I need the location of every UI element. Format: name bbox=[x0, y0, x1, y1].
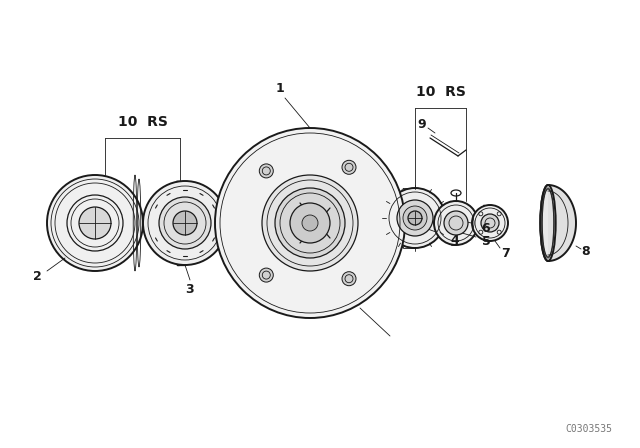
Circle shape bbox=[259, 164, 273, 178]
Circle shape bbox=[79, 207, 111, 239]
Text: 5: 5 bbox=[482, 234, 490, 247]
Circle shape bbox=[215, 128, 405, 318]
Circle shape bbox=[275, 188, 345, 258]
Circle shape bbox=[173, 211, 197, 235]
Text: 8: 8 bbox=[582, 245, 590, 258]
Circle shape bbox=[342, 160, 356, 174]
PathPatch shape bbox=[548, 185, 576, 261]
Circle shape bbox=[434, 201, 478, 245]
Circle shape bbox=[259, 268, 273, 282]
Text: 2: 2 bbox=[33, 270, 42, 283]
Text: 10  RS: 10 RS bbox=[118, 115, 168, 129]
Circle shape bbox=[472, 205, 508, 241]
Circle shape bbox=[302, 215, 318, 231]
Circle shape bbox=[385, 188, 445, 248]
Circle shape bbox=[290, 203, 330, 243]
Circle shape bbox=[262, 175, 358, 271]
Text: 4: 4 bbox=[451, 233, 460, 246]
Circle shape bbox=[342, 271, 356, 286]
Circle shape bbox=[159, 197, 211, 249]
Ellipse shape bbox=[273, 171, 287, 275]
Text: 9: 9 bbox=[418, 117, 426, 130]
Text: 10  RS: 10 RS bbox=[415, 85, 465, 99]
Circle shape bbox=[481, 214, 499, 232]
Text: 3: 3 bbox=[186, 283, 195, 296]
Text: 7: 7 bbox=[500, 246, 509, 259]
Text: 6: 6 bbox=[482, 221, 490, 234]
Ellipse shape bbox=[331, 191, 339, 255]
Circle shape bbox=[444, 211, 468, 235]
Circle shape bbox=[143, 181, 227, 265]
Text: C0303535: C0303535 bbox=[565, 424, 612, 434]
Circle shape bbox=[397, 200, 433, 236]
Ellipse shape bbox=[540, 185, 556, 261]
Circle shape bbox=[403, 206, 427, 230]
Circle shape bbox=[408, 211, 422, 225]
Text: 1: 1 bbox=[276, 82, 284, 95]
Circle shape bbox=[47, 175, 143, 271]
